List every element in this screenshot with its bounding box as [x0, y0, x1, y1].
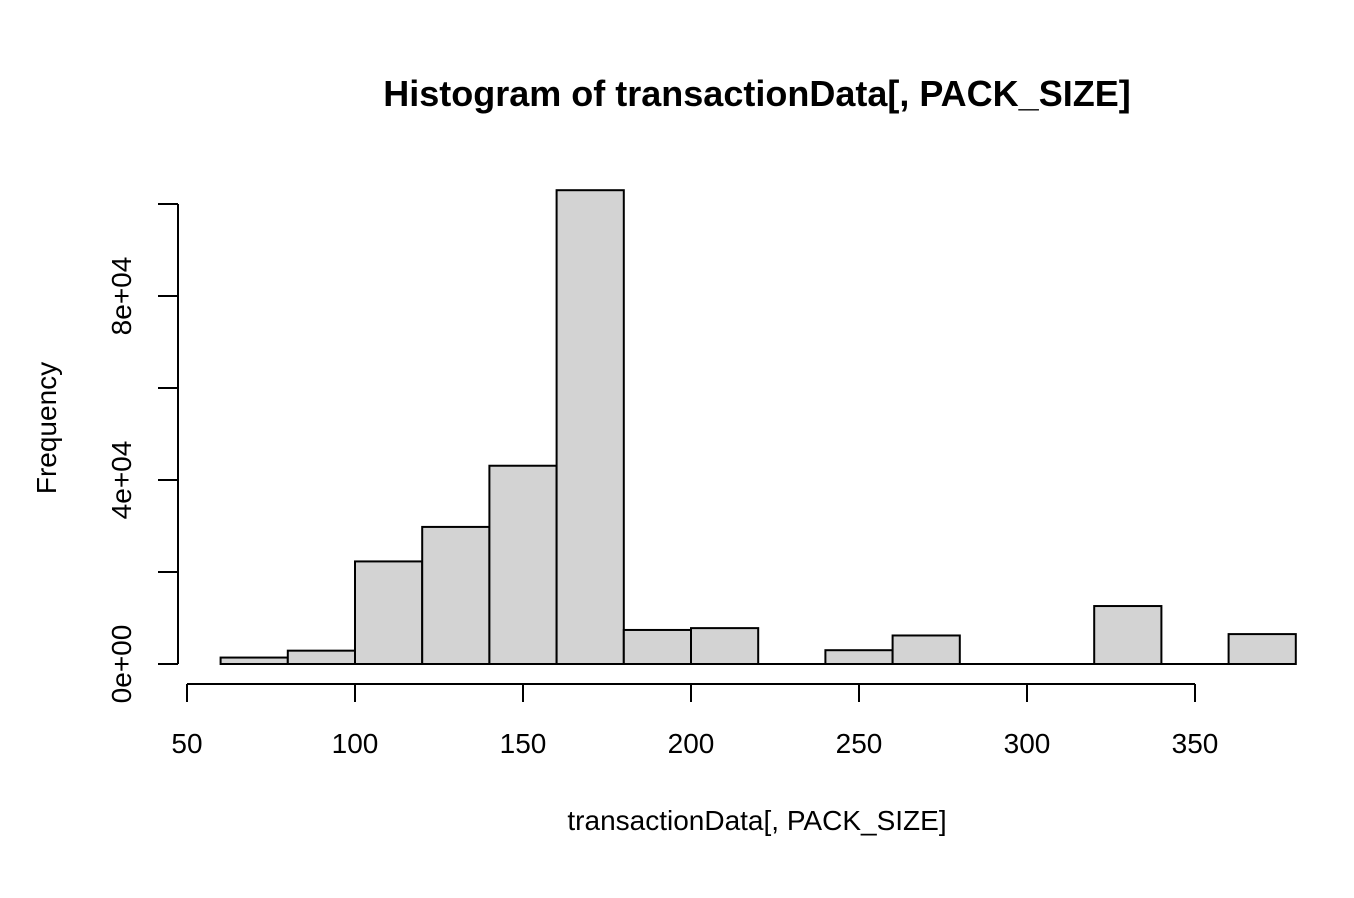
x-tick-label: 350	[1172, 728, 1219, 759]
bars-group	[219, 189, 1297, 666]
histogram-bar	[622, 628, 692, 666]
x-tick-label: 200	[668, 728, 715, 759]
y-axis-label: Frequency	[31, 362, 62, 494]
histogram-bar	[286, 649, 356, 665]
x-axis-label: transactionData[, PACK_SIZE]	[567, 805, 946, 836]
histogram-bar	[1093, 605, 1163, 665]
y-axis: 0e+00 4e+04 8e+04	[106, 203, 179, 704]
chart-title: Histogram of transactionData[, PACK_SIZE…	[383, 73, 1130, 114]
x-tick-label: 150	[500, 728, 547, 759]
x-tick-label: 50	[171, 728, 202, 759]
y-tick-label: 0e+00	[106, 625, 137, 704]
histogram-bar	[1227, 633, 1297, 665]
histogram-bar	[488, 464, 558, 665]
y-tick-label: 4e+04	[106, 441, 137, 520]
y-tick-label: 8e+04	[106, 257, 137, 336]
x-tick-label: 100	[332, 728, 379, 759]
x-axis: 50 100 150 200 250 300 350	[171, 683, 1219, 759]
x-tick-label: 300	[1004, 728, 1051, 759]
histogram-bar	[421, 525, 491, 665]
histogram-bar	[891, 634, 961, 665]
histogram-bar	[824, 649, 894, 666]
histogram-bar	[690, 627, 760, 665]
histogram-bar	[555, 189, 625, 665]
histogram-bar	[354, 560, 424, 665]
histogram-bar	[219, 656, 289, 665]
x-tick-label: 250	[836, 728, 883, 759]
